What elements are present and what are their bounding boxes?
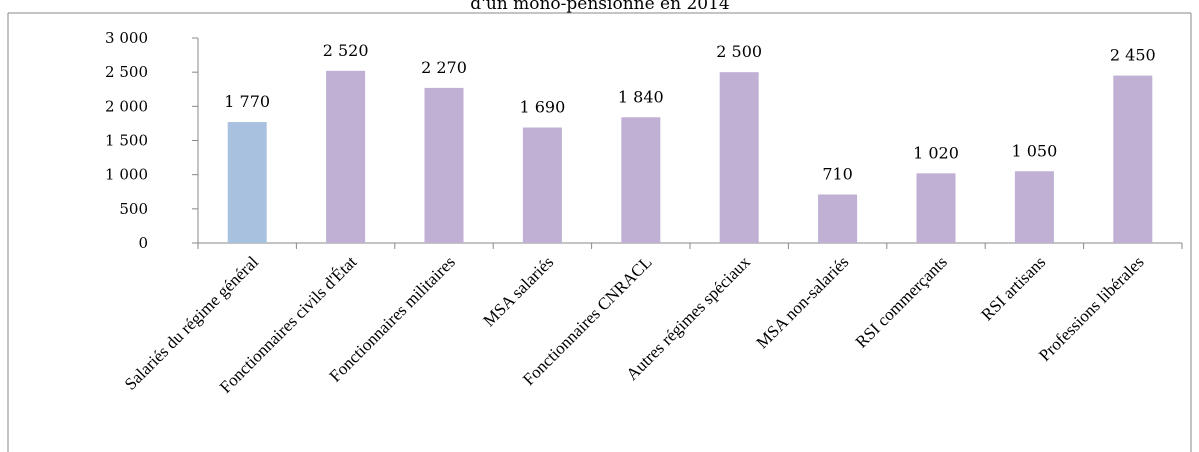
chart-border [7,13,1192,452]
x-category-label: RSI artisans [977,252,1049,324]
x-category-label: Professions libérales [1035,252,1148,365]
data-label: 2 520 [323,41,369,60]
bar-3 [424,87,464,243]
bar-2 [326,70,366,243]
bar-5 [621,117,661,243]
y-tick-label: 1 500 [105,132,148,150]
bar-7 [818,194,858,243]
data-label: 1 840 [618,87,664,106]
bar-8 [916,173,956,243]
y-tick-label: 2 000 [105,97,148,115]
x-category-label: MSA salariés [479,252,557,330]
chart-frame [7,12,1192,452]
chart-title-group: d'un mono-pensionné en 2014 [470,0,729,14]
category-labels-group: Salariés du régime généralFonctionnaires… [121,252,1148,397]
chart-title: d'un mono-pensionné en 2014 [470,0,729,14]
data-labels-group: 1 770 2 520 2 270 1 690 1 840 2 500 710 1 020 1 … [224,41,1155,184]
y-tick-label: 2 500 [105,63,148,81]
data-label: 1 020 [913,143,959,162]
bars-group [227,70,1153,244]
bar-4 [522,127,562,243]
bar-6 [719,72,759,244]
x-category-label: RSI commerçants [852,252,951,351]
x-category-label: MSA non-salariés [753,252,853,352]
data-label: 2 500 [716,42,762,61]
data-label: 2 270 [421,58,467,77]
bar-10 [1113,75,1153,243]
data-label: 2 450 [1110,46,1156,65]
data-label: 710 [822,164,853,183]
data-label: 1 770 [224,92,270,111]
y-tick-label: 0 [138,234,148,252]
bar-9 [1014,171,1054,243]
y-tick-label: 500 [119,200,148,218]
y-tick-label: 1 000 [105,166,148,184]
data-label: 1 050 [1011,141,1057,160]
y-tick-label: 3 000 [105,29,148,47]
data-label: 1 690 [519,98,565,117]
bar-1 [227,122,267,243]
